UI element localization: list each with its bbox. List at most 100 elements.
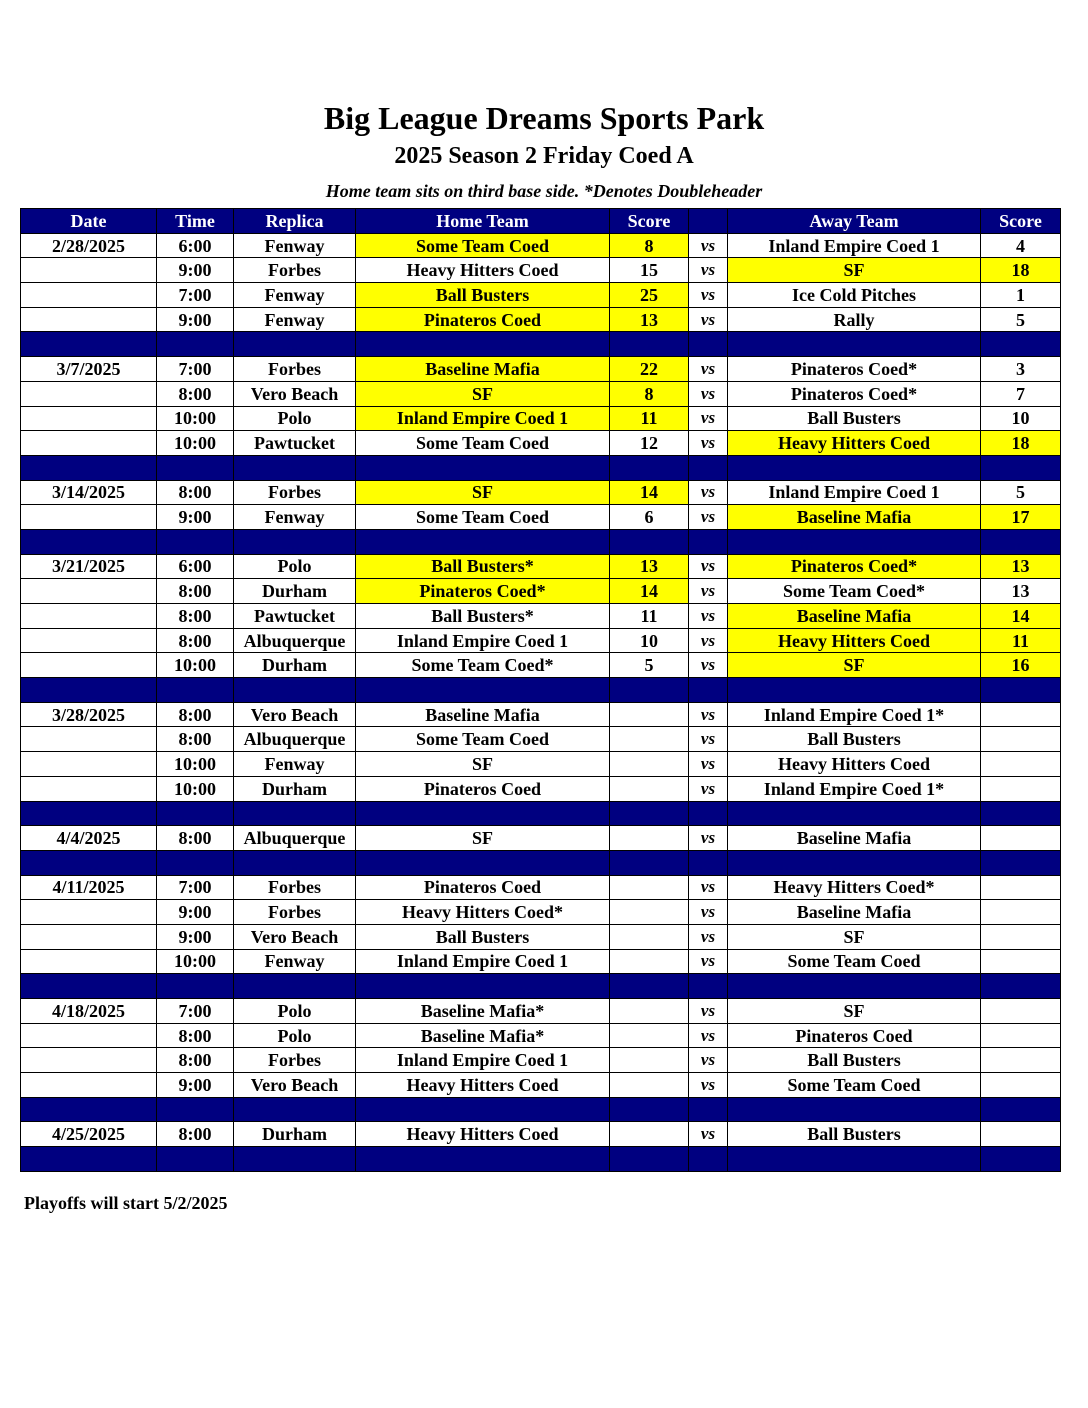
away-cell: Inland Empire Coed 1 <box>727 232 981 259</box>
date-cell: 3/7/2025 <box>20 356 157 382</box>
home-score-cell <box>609 948 689 975</box>
replica-cell: Durham <box>233 652 356 679</box>
home-score-cell <box>609 1047 689 1074</box>
date-cell: 2/28/2025 <box>20 232 157 259</box>
separator-cell <box>355 528 610 555</box>
vs-cell: vs <box>688 1121 728 1148</box>
home-score-cell: 8 <box>609 380 689 407</box>
separator-cell <box>609 1146 689 1172</box>
away-score-cell <box>980 1121 1061 1148</box>
vs-cell: vs <box>688 726 728 753</box>
away-cell: Ice Cold Pitches <box>727 282 981 308</box>
replica-cell: Fenway <box>233 751 356 777</box>
separator-cell <box>156 1096 234 1123</box>
time-cell: 6:00 <box>156 553 234 580</box>
separator-cell <box>609 331 689 358</box>
separator-cell <box>156 1146 234 1172</box>
separator-cell <box>688 528 728 555</box>
separator-cell <box>980 677 1061 703</box>
time-cell: 9:00 <box>156 1072 234 1098</box>
time-cell: 7:00 <box>156 874 234 901</box>
separator-cell <box>233 1146 356 1172</box>
time-cell: 10:00 <box>156 652 234 679</box>
away-cell: Heavy Hitters Coed* <box>727 874 981 901</box>
game-row: 9:00 Vero Beach Heavy Hitters Coed vs Some T… <box>20 1072 1061 1098</box>
date-cell: 4/4/2025 <box>20 825 157 851</box>
game-row: 10:00 Fenway Inland Empire Coed 1 vs Some Te… <box>20 948 1061 975</box>
vs-cell: vs <box>688 998 728 1024</box>
home-score-cell: 11 <box>609 603 689 629</box>
separator-cell <box>727 331 981 358</box>
separator-cell <box>233 454 356 481</box>
game-row: 3/14/2025 8:00 Forbes SF 14 vs Inland Empire C… <box>20 479 1061 506</box>
separator-cell <box>727 1096 981 1123</box>
separator-cell <box>233 677 356 703</box>
separator-cell <box>609 1096 689 1123</box>
date-cell: 3/28/2025 <box>20 701 157 728</box>
replica-cell: Forbes <box>233 899 356 925</box>
away-cell: Ball Busters <box>727 405 981 432</box>
home-cell: Ball Busters <box>355 282 610 308</box>
separator-cell <box>727 528 981 555</box>
away-cell: SF <box>727 923 981 950</box>
replica-cell: Forbes <box>233 1047 356 1074</box>
time-cell: 9:00 <box>156 923 234 950</box>
game-row: 8:00 Albuquerque Inland Empire Coed 1 10 vs H… <box>20 627 1061 654</box>
column-header: Away Team <box>727 208 981 234</box>
replica-cell: Fenway <box>233 282 356 308</box>
game-row: 4/18/2025 7:00 Polo Baseline Mafia* vs SF <box>20 998 1061 1024</box>
home-cell: Pinateros Coed <box>355 775 610 802</box>
game-row: 9:00 Fenway Some Team Coed 6 vs Baseline Mafi… <box>20 504 1061 530</box>
date-cell <box>20 923 157 950</box>
week-separator <box>20 800 1061 827</box>
replica-cell: Durham <box>233 1121 356 1148</box>
replica-cell: Fenway <box>233 504 356 530</box>
game-row: 10:00 Durham Pinateros Coed vs Inland Empire… <box>20 775 1061 802</box>
separator-cell <box>980 800 1061 827</box>
date-cell <box>20 603 157 629</box>
separator-cell <box>688 454 728 481</box>
separator-cell <box>980 528 1061 555</box>
time-cell: 8:00 <box>156 603 234 629</box>
time-cell: 8:00 <box>156 1121 234 1148</box>
date-cell <box>20 1047 157 1074</box>
vs-cell: vs <box>688 874 728 901</box>
date-cell <box>20 257 157 284</box>
separator-cell <box>980 454 1061 481</box>
separator-cell <box>980 1146 1061 1172</box>
replica-cell: Polo <box>233 998 356 1024</box>
home-cell: Ball Busters* <box>355 603 610 629</box>
away-score-cell <box>980 751 1061 777</box>
separator-cell <box>609 800 689 827</box>
replica-cell: Albuquerque <box>233 627 356 654</box>
vs-cell: vs <box>688 825 728 851</box>
home-cell: Some Team Coed <box>355 430 610 456</box>
game-row: 9:00 Vero Beach Ball Busters vs SF <box>20 923 1061 950</box>
game-row: 4/11/2025 7:00 Forbes Pinateros Coed vs Heavy… <box>20 874 1061 901</box>
vs-cell: vs <box>688 306 728 333</box>
separator-cell <box>609 677 689 703</box>
away-cell: Heavy Hitters Coed <box>727 430 981 456</box>
separator-cell <box>609 849 689 876</box>
game-row: 8:00 Polo Baseline Mafia* vs Pinateros Coed <box>20 1022 1061 1049</box>
replica-cell: Pawtucket <box>233 430 356 456</box>
date-cell <box>20 1022 157 1049</box>
vs-cell: vs <box>688 899 728 925</box>
home-cell: SF <box>355 751 610 777</box>
week-separator <box>20 528 1061 555</box>
date-cell <box>20 948 157 975</box>
game-row: 10:00 Fenway SF vs Heavy Hitters Coed <box>20 751 1061 777</box>
away-cell: SF <box>727 257 981 284</box>
date-cell <box>20 430 157 456</box>
away-score-cell: 18 <box>980 257 1061 284</box>
vs-cell: vs <box>688 603 728 629</box>
away-score-cell <box>980 874 1061 901</box>
vs-cell: vs <box>688 1072 728 1098</box>
away-score-cell <box>980 726 1061 753</box>
separator-cell <box>20 1146 157 1172</box>
date-cell <box>20 1072 157 1098</box>
away-score-cell <box>980 923 1061 950</box>
replica-cell: Vero Beach <box>233 701 356 728</box>
away-score-cell: 5 <box>980 306 1061 333</box>
week-separator <box>20 973 1061 999</box>
